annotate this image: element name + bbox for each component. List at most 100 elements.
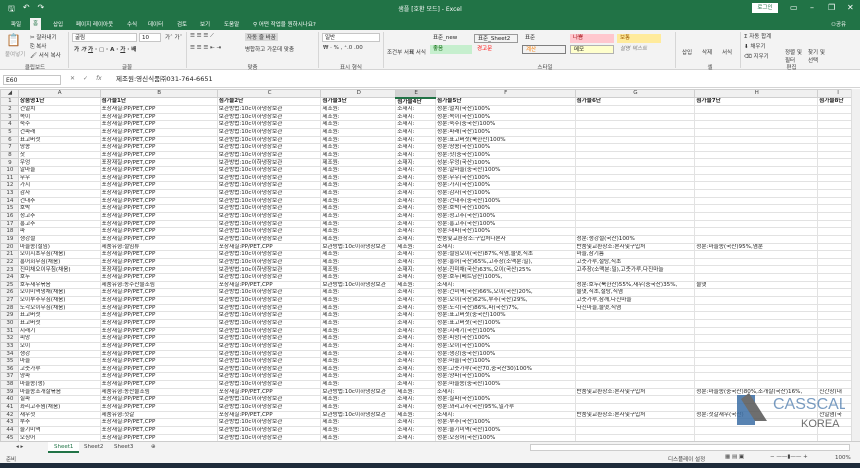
cell[interactable]: 소재지: xyxy=(395,196,437,206)
cell[interactable]: 보관방법:10c이하냉장보관 xyxy=(216,364,322,374)
cell[interactable]: 보관방법:10c이하냉장보관 xyxy=(216,127,322,137)
cell[interactable]: 성분:오이(국산)62%,부추(국산)29%, xyxy=(435,296,576,305)
cell[interactable] xyxy=(574,311,696,320)
cell[interactable]: 성분:마늘쫑(중국산)100% xyxy=(435,380,576,389)
cell[interactable]: 포장재질:PP/PET,CPP xyxy=(99,326,218,336)
style-normal[interactable]: 표준 xyxy=(525,35,536,41)
cell[interactable]: 소재지: xyxy=(395,273,437,282)
cell[interactable]: 포장재질:PP/PET,CPP xyxy=(99,311,218,320)
cell[interactable]: 소재지: xyxy=(395,303,437,313)
row-header[interactable]: 21 xyxy=(0,250,19,259)
cell[interactable]: 성분:오징어(국산)100% xyxy=(435,433,576,441)
cell[interactable]: 피망 xyxy=(17,334,101,343)
cell[interactable]: 포장재질:PP/PET,CPP xyxy=(99,425,218,435)
cell[interactable]: 제조원: xyxy=(320,425,397,435)
cut-button[interactable]: ✂ 잘라내기 xyxy=(30,35,57,41)
cell[interactable]: 고춧가루 xyxy=(17,364,101,374)
cell[interactable] xyxy=(694,318,819,328)
row-header[interactable]: 37 xyxy=(0,372,19,382)
cell[interactable] xyxy=(574,425,696,435)
cell[interactable]: 포장재질:PP/PET,CPP xyxy=(99,357,218,366)
cell[interactable]: 포장재질:PP/PET,CPP xyxy=(99,105,218,114)
row-header[interactable]: 18 xyxy=(0,227,19,236)
cell[interactable]: 포장재질:PP/PET,CPP xyxy=(99,265,218,275)
merge-center-button[interactable]: 병합하고 가운데 맞춤 xyxy=(245,47,295,53)
tab-formulas[interactable]: 수식 xyxy=(127,22,138,28)
cell[interactable] xyxy=(574,150,696,160)
row-header[interactable]: 40 xyxy=(0,395,19,404)
share-button[interactable]: ⚇공유 xyxy=(828,19,849,29)
cell[interactable]: 포장재질:PP/PET,CPP xyxy=(99,112,218,122)
cell[interactable]: 성분:마늘쫑(국산)95%,염분 xyxy=(694,242,819,252)
delete-cells-button[interactable]: 삭제 xyxy=(702,50,713,56)
cell[interactable]: 소재지: xyxy=(395,364,437,374)
cell[interactable]: 제조원: xyxy=(320,211,397,221)
cell[interactable]: 보관방법:10c이하냉장보관 xyxy=(216,150,322,160)
cell[interactable]: 고춧가루,참깨,다진마늘 xyxy=(574,296,696,305)
cell[interactable]: 보관방법:10c이하냉장보관 xyxy=(216,135,322,145)
cell[interactable] xyxy=(574,173,696,183)
cell[interactable]: 포장재질:PP/PET,CPP xyxy=(99,318,218,328)
select-all[interactable]: ◢ xyxy=(0,89,19,98)
column-header[interactable]: H xyxy=(694,89,819,98)
cell[interactable]: 포장재질:PP/PET,CPP xyxy=(99,364,218,374)
cell[interactable]: 성분:호두(베트남산)100%, xyxy=(435,273,576,282)
cell[interactable]: 보관방법:10c이하냉장보관 xyxy=(216,303,322,313)
cell[interactable]: 성분:가지(국산)100% xyxy=(435,181,576,191)
cell[interactable]: 보관방법:10c이하냉장보관 xyxy=(216,120,322,129)
cell[interactable] xyxy=(574,227,696,236)
cell[interactable] xyxy=(574,357,696,366)
cell[interactable]: 소재지: xyxy=(395,380,437,389)
horizontal-scrollbar[interactable] xyxy=(530,444,850,451)
cell[interactable] xyxy=(574,349,696,359)
sheet-tab-2[interactable]: Sheet2 xyxy=(84,444,104,450)
row-header[interactable]: 8 xyxy=(0,150,19,160)
tab-help[interactable]: 도움말 xyxy=(224,22,240,28)
cell[interactable]: 마늘쫑(절임) xyxy=(17,242,101,252)
cell[interactable]: 보관방법:10c이하냉장보관 xyxy=(216,257,322,267)
cell[interactable] xyxy=(694,341,819,351)
cell[interactable]: 호두 xyxy=(17,273,101,282)
cell[interactable]: 보관방법:10c이하냉장보관 xyxy=(216,158,322,168)
cell[interactable]: 포장재질:PP/PET,CPP xyxy=(99,234,218,244)
cell[interactable]: 새우젓 xyxy=(17,410,101,420)
cell[interactable] xyxy=(574,380,696,389)
cell[interactable]: 숙주 xyxy=(17,120,101,129)
cell[interactable]: 포장재질:PP/PET,CPP xyxy=(99,219,218,229)
cell[interactable] xyxy=(694,181,819,191)
cell[interactable]: 포장재질:PP/PET,CPP xyxy=(99,380,218,389)
cell[interactable]: 보관방법:10c이하냉장보관 xyxy=(320,410,397,420)
cell[interactable] xyxy=(574,196,696,206)
cell[interactable]: 성분:청고추(국산)100% xyxy=(435,211,576,221)
cell[interactable]: 보관방법:10c이하냉장보관 xyxy=(216,318,322,328)
cell[interactable]: 보관방법:10c이하냉장보관 xyxy=(216,395,322,404)
cell[interactable]: 제조원: xyxy=(320,357,397,366)
cell[interactable]: 소재지: xyxy=(395,112,437,122)
row-header[interactable]: 23 xyxy=(0,265,19,275)
cell[interactable]: 성분:숙주(중국산)100% xyxy=(435,120,576,129)
row-header[interactable]: 6 xyxy=(0,135,19,145)
cell[interactable] xyxy=(574,127,696,137)
cell[interactable]: 소재지: xyxy=(395,189,437,198)
cell[interactable]: 제조원: xyxy=(320,166,397,175)
cell[interactable] xyxy=(694,234,819,244)
cell[interactable]: 소재지: xyxy=(395,105,437,114)
cell[interactable]: 성분:땅콩(국산)100% xyxy=(435,143,576,152)
cell[interactable]: 포장재질:PP/PET,CPP xyxy=(216,410,322,420)
cell[interactable]: 제조원: xyxy=(395,242,437,252)
cell[interactable] xyxy=(574,105,696,114)
cell[interactable]: 성분:마늘(국산)100% xyxy=(435,357,576,366)
cell[interactable]: 청고추 xyxy=(17,211,101,221)
cell[interactable]: 보관방법:10c이하냉장보관 xyxy=(216,341,322,351)
cell[interactable]: 소재지: xyxy=(395,318,437,328)
cell[interactable]: 성분:양파(국산)100% xyxy=(435,372,576,382)
cell[interactable] xyxy=(694,219,819,229)
style-neutral[interactable]: 보통 xyxy=(617,34,661,43)
cell[interactable] xyxy=(694,296,819,305)
cell[interactable] xyxy=(694,227,819,236)
cell[interactable] xyxy=(574,211,696,221)
number-format-icons[interactable]: ₩ · % , ⁺.0 .00 xyxy=(323,45,363,51)
cell[interactable]: 성분:표고버섯(국산)100% xyxy=(435,318,576,328)
cell[interactable]: 포장재질:PP/PET,CPP xyxy=(99,211,218,221)
number-format-select[interactable]: 일반 xyxy=(322,33,380,42)
